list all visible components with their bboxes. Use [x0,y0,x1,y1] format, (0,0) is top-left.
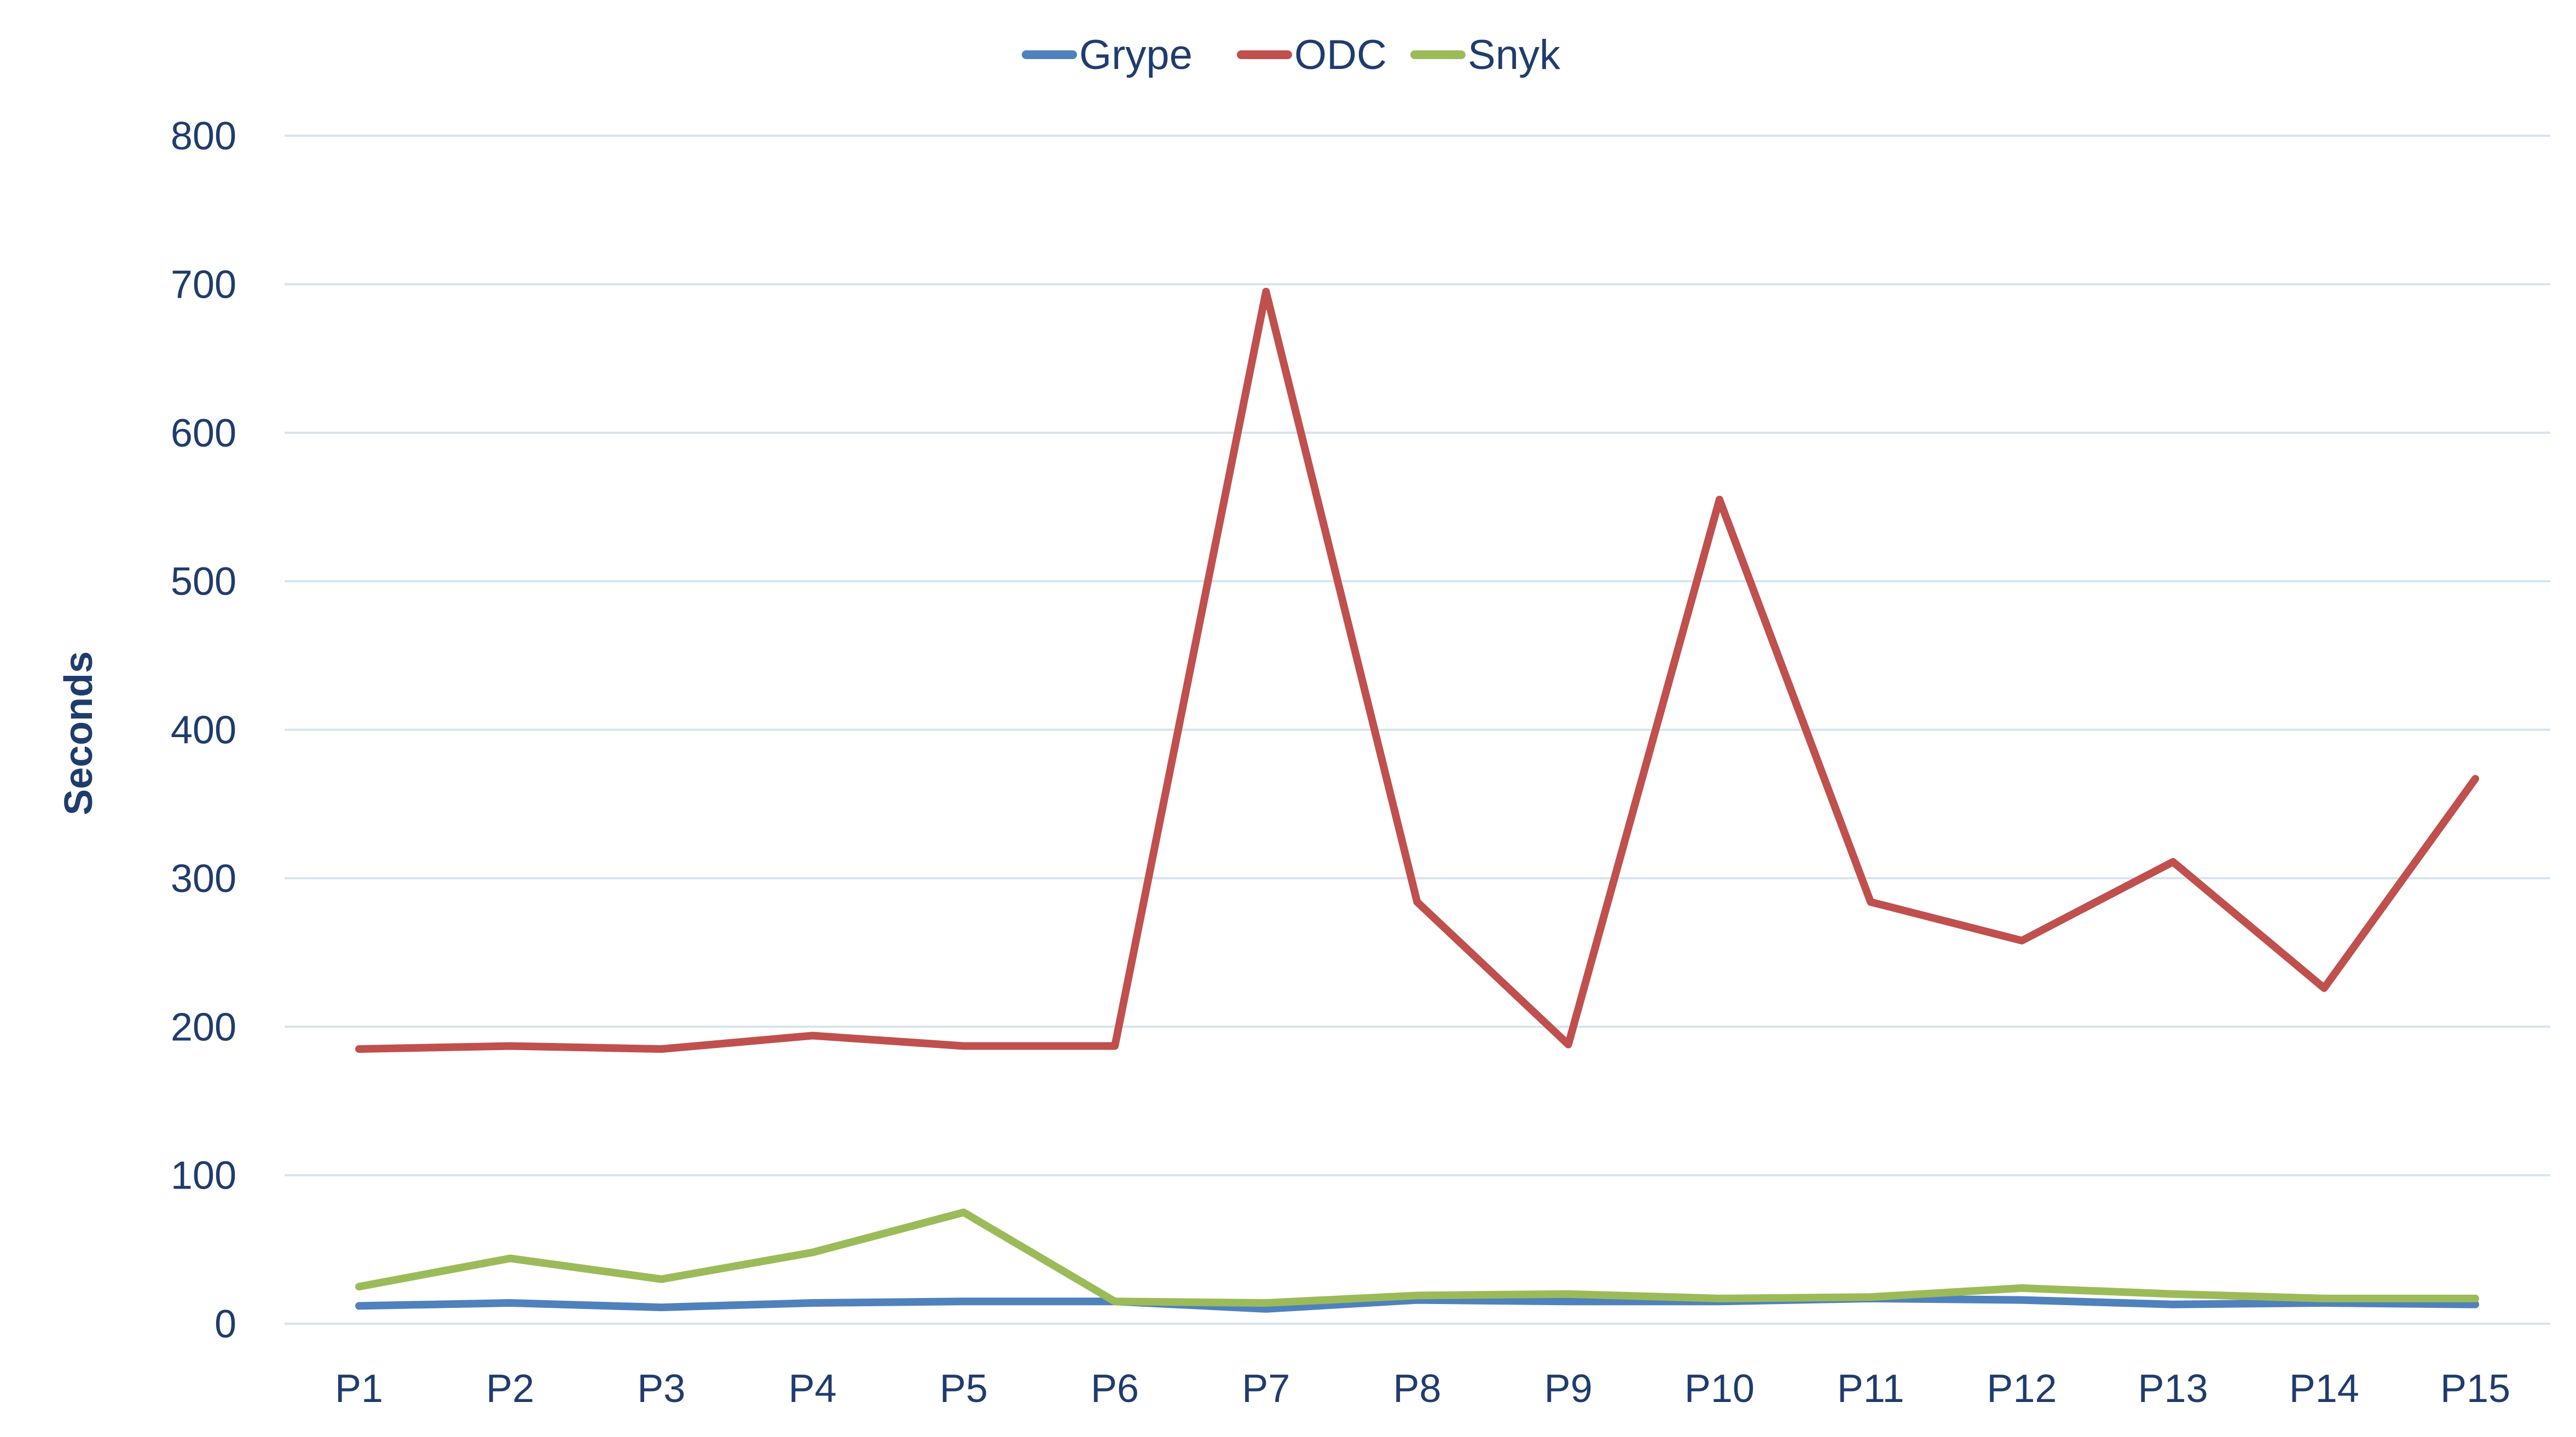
x-tick-label: P5 [940,1367,988,1411]
x-tick-label: P6 [1091,1367,1139,1411]
legend-label-odc: ODC [1294,32,1387,78]
y-axis-tick-labels: 0 100 200 300 400 500 600 700 800 [171,114,236,1346]
y-tick-label: 400 [171,709,236,752]
x-tick-label: P3 [637,1367,685,1411]
x-tick-label: P15 [2440,1367,2510,1411]
y-tick-label: 700 [171,263,236,306]
x-tick-label: P10 [1684,1367,1755,1411]
legend-label-grype: Grype [1079,32,1193,78]
x-tick-label: P14 [2289,1367,2359,1411]
x-tick-label: P1 [335,1367,383,1411]
y-tick-label: 600 [171,412,236,455]
x-tick-label: P8 [1393,1367,1441,1411]
x-tick-label: P4 [789,1367,837,1411]
x-tick-label: P13 [2138,1367,2208,1411]
x-tick-label: P7 [1242,1367,1290,1411]
y-tick-label: 200 [171,1005,236,1049]
y-tick-label: 500 [171,560,236,604]
y-tick-label: 0 [215,1302,236,1346]
legend: Grype ODC Snyk [1022,32,1561,78]
y-tick-label: 800 [171,114,236,158]
y-tick-label: 300 [171,857,236,901]
x-tick-label: P12 [1987,1367,2057,1411]
x-tick-label: P11 [1837,1367,1904,1411]
y-tick-label: 100 [171,1154,236,1198]
y-axis-title: Seconds [57,651,101,815]
legend-label-snyk: Snyk [1468,32,1561,78]
x-tick-label: P9 [1544,1367,1593,1411]
x-axis-tick-labels: P1 P2 P3 P4 P5 P6 P7 P8 P9 P10 P11 P12 P13 P14 P15 [335,1367,2510,1411]
x-tick-label: P2 [486,1367,534,1411]
series-line-grype [355,1294,2479,1313]
series-lines [355,287,2479,1313]
gridlines [285,135,2550,1325]
series-line-odc [355,287,2479,1053]
series-line-snyk [355,1208,2479,1307]
